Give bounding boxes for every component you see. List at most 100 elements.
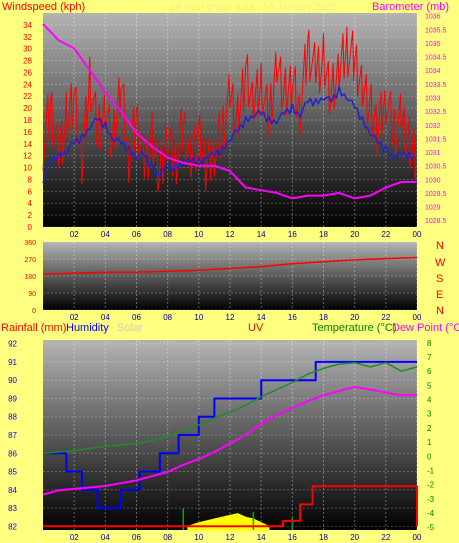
direction-label-w: W [435, 257, 446, 269]
x-tick-label: 04 [101, 230, 110, 239]
y-right-tick-label: 7 [427, 353, 432, 362]
y-right-tick-label: -3 [427, 495, 435, 504]
y-left-tick-label: 180 [24, 274, 36, 281]
y-left-tick-label: 34 [23, 21, 32, 30]
y-right-tick-label: 1036 [425, 14, 441, 21]
y-left-tick-label: 91 [8, 358, 17, 367]
gridlines [43, 13, 418, 530]
y-left-tick-label: 0 [32, 308, 36, 315]
y-left-tick-label: 84 [8, 486, 17, 495]
x-tick-label: 16 [288, 230, 297, 239]
direction-label-n-bottom: N [436, 305, 444, 317]
y-right-tick-label: 1033 [425, 96, 441, 103]
x-tick-label: 06 [132, 533, 141, 542]
y-left-tick-label: 12 [23, 152, 32, 161]
y-right-tick-label: 1032 [425, 123, 441, 130]
y-left-tick-label: 8 [28, 175, 33, 184]
x-tick-label: 00 [413, 230, 422, 239]
y-left-tick-label: 24 [23, 80, 32, 89]
y-right-tick-label: 1034.5 [425, 55, 447, 62]
series-lines [42, 23, 418, 531]
wind-direction-line [42, 256, 418, 275]
y-right-tick-label: 2 [427, 424, 432, 433]
y-left-tick-label: 16 [23, 128, 32, 137]
humidity-line [43, 360, 417, 510]
x-tick-label: 22 [381, 230, 390, 239]
x-tick-label: 18 [319, 533, 328, 542]
y-left-tick-label: 20 [23, 104, 32, 113]
y-left-tick-label: 26 [23, 68, 32, 77]
y-left-tick-label: 14 [23, 140, 32, 149]
x-tick-label: 14 [257, 230, 266, 239]
solar-label: Solar [117, 322, 143, 334]
y-right-tick-label: 1030 [425, 177, 441, 184]
y-right-tick-label: 1030.5 [425, 164, 447, 171]
direction-label-s: S [436, 273, 443, 285]
y-left-tick-label: 6 [28, 187, 33, 196]
wind-average-line [42, 85, 416, 184]
x-tick-label: 16 [288, 313, 297, 322]
y-right-tick-label: -1 [427, 466, 435, 475]
y-right-tick-label: 1029.5 [425, 191, 447, 198]
y-left-tick-label: 0 [28, 223, 33, 232]
y-left-tick-label: 90 [28, 291, 36, 298]
x-tick-label: 02 [70, 230, 79, 239]
y-right-tick-label: 1031 [425, 150, 441, 157]
dew-point-label: Dew Point (°C) [392, 322, 459, 334]
barometer-line [42, 23, 417, 200]
x-tick-label: 20 [350, 313, 359, 322]
y-left-tick-label: 92 [8, 340, 17, 349]
x-tick-label: 00 [413, 533, 422, 542]
y-left-tick-label: 28 [23, 57, 32, 66]
y-right-tick-label: 1033.5 [425, 82, 447, 89]
x-tick-label: 10 [194, 313, 203, 322]
x-tick-label: 12 [226, 230, 235, 239]
uv-label: UV [248, 322, 264, 334]
y-left-tick-label: 82 [8, 522, 17, 531]
x-tick-label: 10 [194, 533, 203, 542]
dew-point-line [42, 385, 417, 496]
temperature-line [42, 361, 418, 455]
humidity-label: Humidity [66, 322, 109, 334]
direction-label-e: E [436, 289, 443, 301]
y-left-tick-label: 32 [23, 33, 32, 42]
x-tick-label: 14 [257, 533, 266, 542]
x-tick-label: 12 [226, 533, 235, 542]
y-left-tick-label: 10 [23, 164, 32, 173]
x-tick-label: 08 [163, 230, 172, 239]
x-tick-label: 00 [413, 313, 422, 322]
y-right-tick-label: 8 [427, 339, 432, 348]
y-left-tick-label: 270 [24, 257, 36, 264]
x-tick-label: 18 [319, 230, 328, 239]
temperature-label: Temperature (°C) [312, 322, 396, 334]
y-left-tick-label: 86 [8, 449, 17, 458]
y-left-tick-label: 89 [8, 394, 17, 403]
x-tick-label: 08 [163, 313, 172, 322]
x-tick-label: 20 [350, 230, 359, 239]
header-date-title: 24 hour graph data : 14 January 2025 [170, 2, 338, 13]
x-tick-label: 14 [257, 313, 266, 322]
y-left-tick-label: 22 [23, 92, 32, 101]
rainfall-label: Rainfall (mm) [1, 322, 66, 334]
y-right-tick-label: 1032.5 [425, 109, 447, 116]
y-right-tick-label: -2 [427, 481, 435, 490]
x-tick-label: 22 [381, 533, 390, 542]
y-right-tick-label: 4 [427, 396, 432, 405]
y-right-tick-label: 3 [427, 410, 432, 419]
y-right-tick-label: 0 [427, 452, 432, 461]
y-right-tick-label: 1029 [425, 205, 441, 212]
y-right-tick-label: 6 [427, 367, 432, 376]
y-left-tick-label: 90 [8, 376, 17, 385]
y-left-tick-label: 87 [8, 431, 17, 440]
x-tick-label: 06 [132, 313, 141, 322]
x-tick-label: 06 [132, 230, 141, 239]
y-left-tick-label: 2 [28, 211, 33, 220]
x-tick-label: 22 [381, 313, 390, 322]
x-tick-label: 18 [319, 313, 328, 322]
y-right-tick-label: 1 [427, 438, 432, 447]
y-right-tick-label: -4 [427, 509, 435, 518]
y-right-tick-label: 1028.5 [425, 218, 447, 225]
x-tick-label: 04 [101, 533, 110, 542]
